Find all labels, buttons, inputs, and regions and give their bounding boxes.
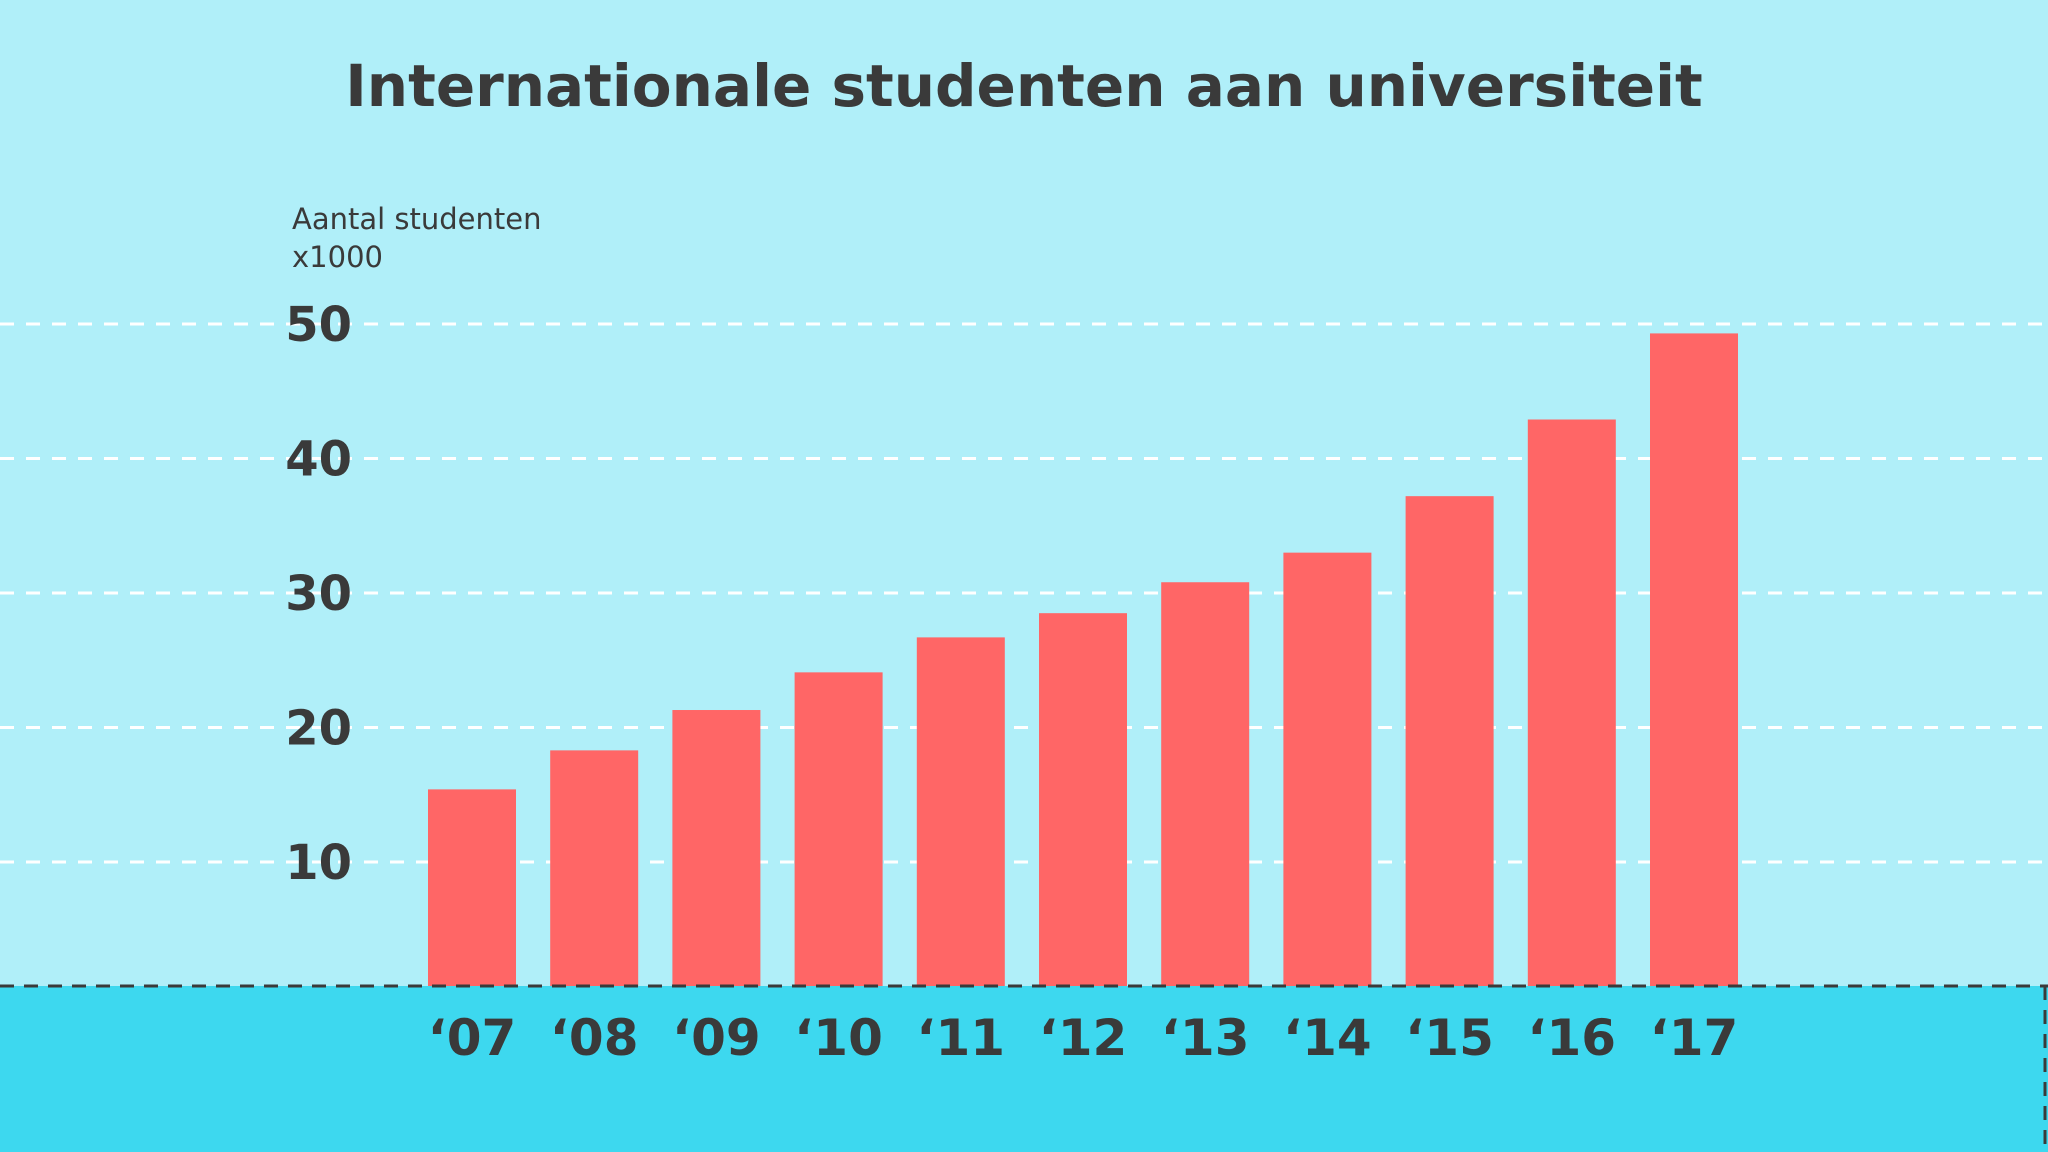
x-tick-label: ‘15 [1405,1009,1494,1067]
x-tick-label: ‘07 [428,1009,517,1067]
x-tick-label: ‘17 [1650,1009,1739,1067]
y-axis-label: Aantal studenten x1000 [292,200,542,276]
bar [1283,552,1372,986]
x-tick-label: ‘11 [917,1009,1006,1067]
bar [1161,582,1250,986]
x-tick-label: ‘12 [1039,1009,1128,1067]
chart-title: Internationale studenten aan universitei… [345,52,1703,120]
x-tick-label: ‘10 [794,1009,883,1067]
y-tick-label: 50 [285,297,352,353]
x-tick-label: ‘16 [1528,1009,1617,1067]
y-tick-label: 10 [285,835,352,891]
bar [916,637,1005,986]
x-axis-band [0,986,2048,1152]
y-axis-label-text: Aantal studenten [292,202,542,236]
bar [672,710,761,986]
bar [550,750,639,986]
x-tick-label: ‘13 [1161,1009,1250,1067]
x-tick-label: ‘09 [672,1009,761,1067]
bar [1650,333,1738,986]
bar [428,789,516,986]
x-tick-label: ‘14 [1283,1009,1372,1067]
x-tick-label: ‘08 [550,1009,639,1067]
y-tick-label: 30 [285,566,352,622]
bar [1405,496,1494,986]
y-tick-label: 20 [285,701,352,757]
y-tick-label: 40 [285,432,352,488]
y-axis-unit: x1000 [292,240,383,274]
bar [1527,419,1616,986]
bar [794,672,883,986]
bar [1039,613,1127,986]
